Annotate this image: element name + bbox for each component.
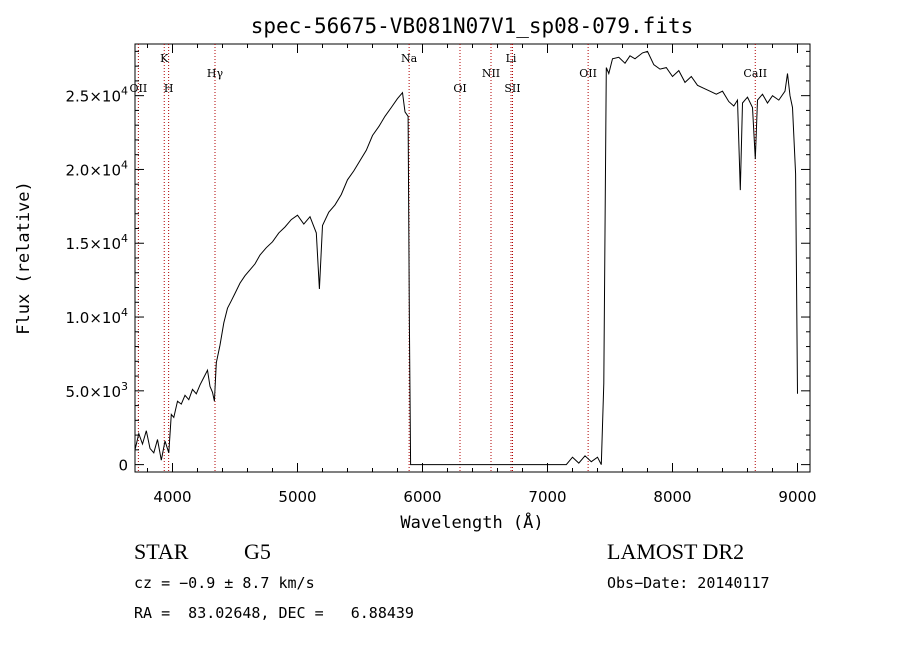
line-label-9: OII xyxy=(579,67,597,80)
x-tick-label-2: 6000 xyxy=(403,488,441,506)
line-label-7: Li xyxy=(506,52,517,65)
object-class: STAR xyxy=(134,539,189,564)
x-tick-label-3: 7000 xyxy=(528,488,566,506)
y-tick-label-3: 1.5×104 xyxy=(65,232,128,253)
x-axis-label: Wavelength (Å) xyxy=(400,511,543,533)
plot-frame xyxy=(134,43,811,473)
x-tick-label-1: 5000 xyxy=(278,488,316,506)
x-tick-label-4: 8000 xyxy=(653,488,691,506)
obs-date: Obs−Date: 20140117 xyxy=(607,574,770,592)
survey-name: LAMOST DR2 xyxy=(607,539,745,564)
y-axis: 0 5.0×103 1.0×104 1.5×104 2.0×104 2.5×104 xyxy=(65,50,810,475)
y-tick-label-4: 2.0×104 xyxy=(65,158,128,179)
y-tick-label-1: 5.0×103 xyxy=(65,380,128,401)
line-label-4: Na xyxy=(401,52,418,65)
line-label-5: OI xyxy=(453,82,466,95)
line-markers xyxy=(137,44,756,472)
line-label-10: CaII xyxy=(743,67,767,80)
line-label-2: H xyxy=(164,82,174,95)
line-label-8: SII xyxy=(504,82,520,95)
line-label-0: OII xyxy=(130,82,148,95)
object-subclass: G5 xyxy=(244,539,271,564)
line-label-6: NII xyxy=(482,67,500,80)
y-axis-label: Flux (relative) xyxy=(14,181,34,335)
redshift-readout: cz = −0.9 ± 8.7 km/s xyxy=(134,574,315,592)
x-tick-label-0: 4000 xyxy=(153,488,191,506)
line-label-1: K xyxy=(160,52,169,65)
coordinates: RA = 83.02648, DEC = 6.88439 xyxy=(134,604,414,622)
line-label-3: Hγ xyxy=(207,67,224,80)
chart-title: spec-56675-VB081N07V1_sp08-079.fits xyxy=(251,14,694,38)
y-tick-label-5: 2.5×104 xyxy=(65,85,128,106)
x-axis: 4000 5000 6000 7000 8000 9000 xyxy=(147,44,817,506)
y-tick-label-2: 1.0×104 xyxy=(65,306,128,327)
spectrum-line xyxy=(134,50,798,466)
y-tick-label-0: 0 xyxy=(118,457,128,475)
x-tick-label-5: 9000 xyxy=(778,488,816,506)
line-labels: OII K H Hγ Na OI NII Li SII OII CaII xyxy=(130,52,768,95)
